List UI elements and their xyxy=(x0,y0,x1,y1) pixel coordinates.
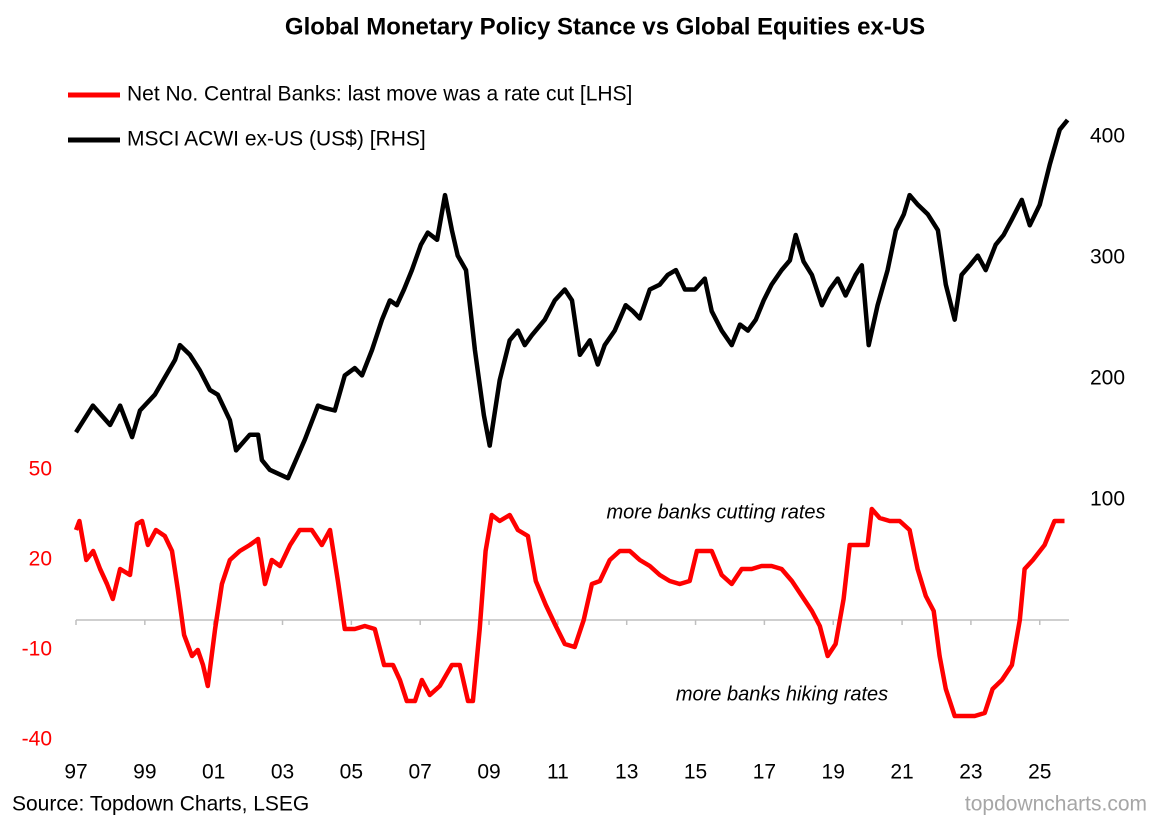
x-tick-label: 17 xyxy=(753,761,776,784)
x-tick-label: 23 xyxy=(959,761,982,784)
legend-label: Net No. Central Banks: last move was a r… xyxy=(127,83,632,106)
y-tick-label: 50 xyxy=(29,458,52,481)
y-tick-label: -40 xyxy=(22,728,52,751)
watermark: topdowncharts.com xyxy=(965,793,1147,816)
annotation: more banks cutting rates xyxy=(607,501,826,523)
x-tick-label: 13 xyxy=(615,761,638,784)
x-tick-label: 11 xyxy=(547,761,569,784)
x-tick-label: 07 xyxy=(409,761,432,784)
x-tick-label: 25 xyxy=(1028,761,1051,784)
x-tick-label: 15 xyxy=(684,761,707,784)
series-line xyxy=(73,506,1065,719)
source: Source: Topdown Charts, LSEG xyxy=(12,793,309,816)
x-tick-label: 03 xyxy=(271,761,294,784)
y2-tick-label: 400 xyxy=(1090,125,1125,148)
y2-tick-label: 200 xyxy=(1090,367,1125,390)
legend-label: MSCI ACWI ex-US (US$) [RHS] xyxy=(127,128,426,151)
y-tick-label: -10 xyxy=(22,638,52,661)
y2-tick-label: 100 xyxy=(1090,488,1125,511)
x-tick-label: 99 xyxy=(133,761,156,784)
x-tick-label: 21 xyxy=(890,761,913,784)
x-tick-label: 01 xyxy=(202,761,225,784)
x-tick-label: 09 xyxy=(477,761,500,784)
y2-tick-label: 300 xyxy=(1090,246,1125,269)
x-tick-label: 97 xyxy=(64,761,87,784)
chart-title: Global Monetary Policy Stance vs Global … xyxy=(285,13,925,40)
series-line xyxy=(74,118,1070,481)
x-tick-label: 05 xyxy=(340,761,363,784)
y-tick-label: 20 xyxy=(29,548,52,571)
x-tick-label: 19 xyxy=(822,761,845,784)
annotation: more banks hiking rates xyxy=(676,683,888,705)
